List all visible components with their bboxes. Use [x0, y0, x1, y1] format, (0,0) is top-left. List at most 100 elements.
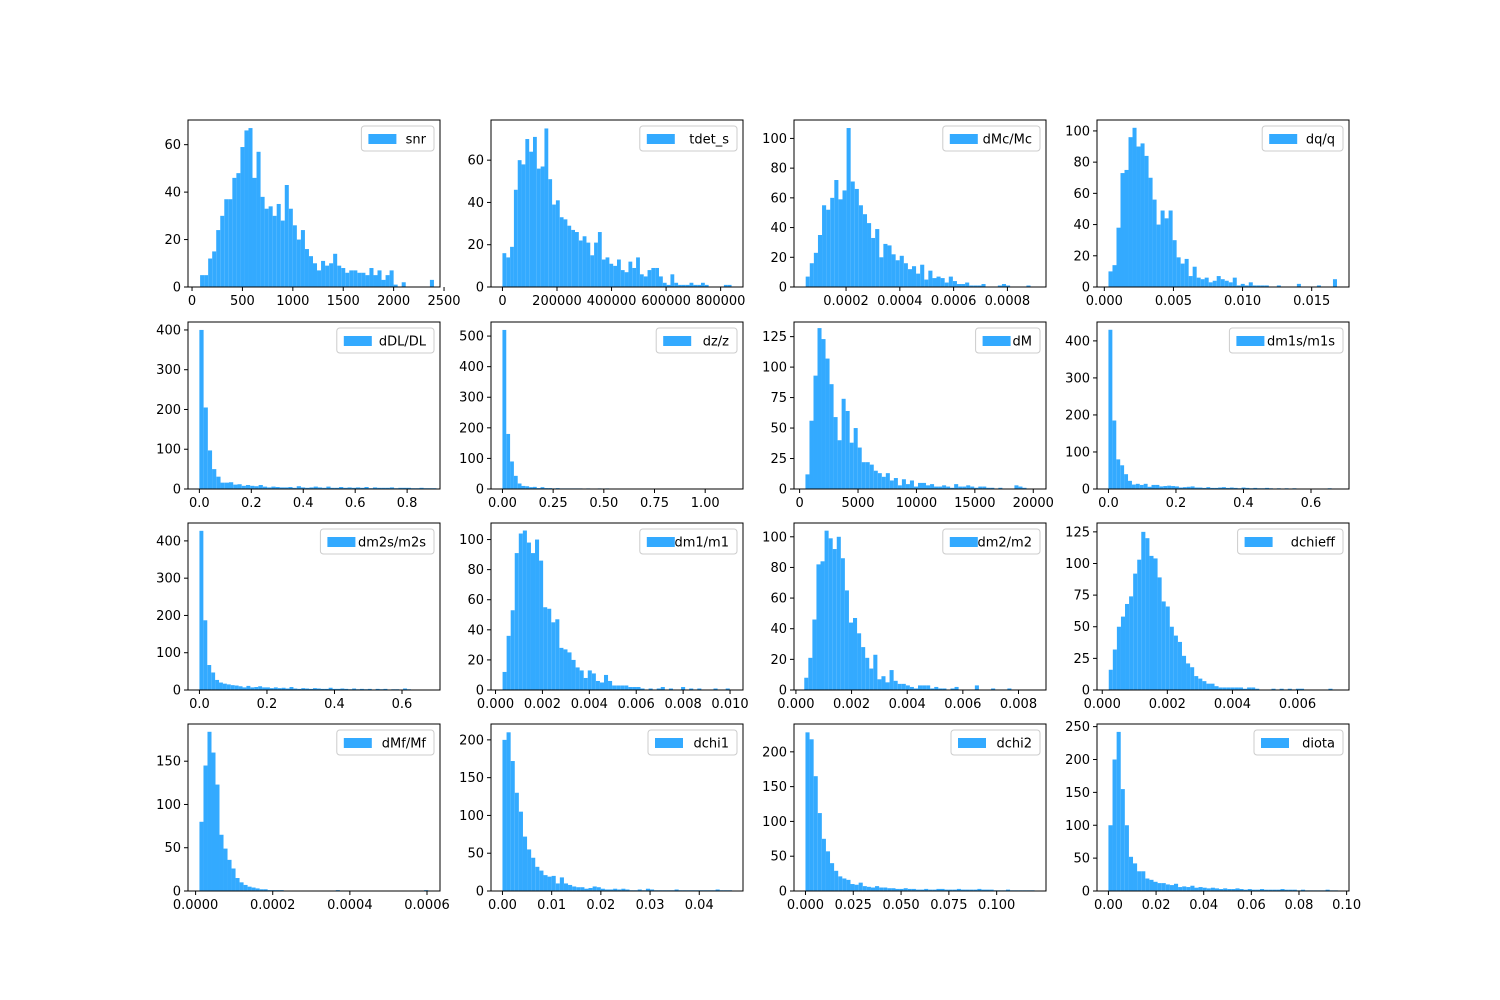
histogram-bar	[571, 229, 575, 287]
y-tick-label: 100	[1065, 445, 1090, 460]
histogram-bar	[915, 889, 921, 891]
legend-swatch	[1261, 738, 1289, 748]
histogram-bar	[808, 657, 813, 690]
subplot-dmc-mc: 0.0002 0.0004 0.0006 0.0008 0 20 40 60 80 100 dMc/…	[762, 119, 1047, 309]
histogram-bar	[651, 267, 656, 287]
histogram-bar	[858, 205, 863, 287]
y-tick-label: 200	[1065, 753, 1090, 768]
histogram-bar	[219, 834, 224, 891]
histogram-bar	[281, 687, 286, 690]
legend-swatch	[982, 336, 1011, 346]
histogram-bar	[842, 190, 847, 287]
histogram-bar	[989, 889, 994, 891]
subplot-snr: 0 500 1000 1500 2000 2500 0 20 40 60 snr	[164, 119, 461, 309]
histogram-bar	[1210, 683, 1215, 690]
legend: snr	[360, 125, 435, 152]
histogram-bar	[885, 473, 890, 489]
histogram-bar	[239, 882, 244, 891]
y-tick-label: 0	[173, 885, 181, 900]
histogram-bars	[502, 732, 732, 891]
histogram-bar	[219, 682, 223, 690]
histogram-bar	[1194, 887, 1199, 891]
histogram-bar	[881, 476, 886, 489]
y-tick-label: 100	[156, 798, 181, 813]
histogram-bar	[525, 139, 530, 287]
histogram-bar	[552, 204, 556, 287]
histogram-bar	[850, 884, 855, 891]
histogram-bar	[316, 688, 321, 690]
histogram-bar	[965, 889, 970, 891]
histogram-bar	[838, 199, 843, 287]
histogram-bar	[1143, 483, 1148, 489]
histogram-bar	[344, 688, 349, 690]
histogram-bar	[985, 889, 990, 891]
histogram-bar	[591, 673, 596, 690]
y-tick-label: 50	[467, 847, 484, 862]
histogram-bar	[905, 685, 910, 690]
legend-box	[319, 528, 435, 555]
x-tick-label: 500	[230, 294, 255, 309]
histogram-bar	[952, 889, 957, 891]
histogram-bar	[901, 683, 906, 690]
histogram-bar	[813, 252, 818, 287]
histogram-bar	[1252, 285, 1257, 287]
x-tick-label: 0.006	[1279, 697, 1316, 712]
histogram-bar	[809, 263, 814, 287]
histogram-bar	[1173, 883, 1179, 891]
histogram-bar	[595, 680, 600, 690]
histogram-bar	[506, 433, 511, 489]
histogram-bar	[899, 255, 904, 287]
histogram-bar	[563, 883, 569, 891]
histogram-bar	[854, 188, 859, 287]
legend-label: dm1/m1	[674, 536, 729, 551]
y-tick-label: 200	[1065, 408, 1090, 423]
histogram-bar	[887, 245, 892, 287]
histogram-bar	[599, 682, 604, 690]
legend-box	[942, 125, 1041, 152]
y-tick-label: 20	[467, 653, 484, 668]
histogram-bar	[960, 889, 966, 891]
histogram-bar	[670, 274, 675, 287]
y-tick-label: 150	[1065, 786, 1090, 801]
histogram-bar	[950, 688, 955, 690]
histogram-bar	[913, 688, 918, 690]
histogram-bar	[355, 487, 361, 489]
histogram-bar	[869, 464, 874, 489]
histogram-bar	[1144, 155, 1149, 287]
histogram-bar	[518, 811, 523, 891]
histogram-bar	[1165, 606, 1170, 690]
histogram-bar	[875, 229, 880, 287]
histogram-bar	[1236, 285, 1241, 287]
histogram-bar	[1129, 596, 1134, 690]
x-tick-label: 0.050	[882, 898, 919, 913]
histogram-bar	[982, 486, 987, 489]
histogram-bar	[308, 256, 313, 287]
legend-box	[336, 327, 435, 354]
histogram-bar	[978, 486, 983, 489]
histogram-bar	[224, 482, 229, 489]
y-tick-label: 250	[1065, 720, 1090, 735]
histogram-bar	[536, 168, 541, 287]
y-tick-label: 500	[459, 330, 484, 345]
legend-label: dz/z	[703, 335, 729, 350]
histogram-bar	[836, 536, 841, 690]
histogram-bar	[934, 486, 939, 489]
histogram-bar	[1256, 285, 1261, 287]
histogram-bar	[834, 870, 839, 891]
histogram-bar	[897, 485, 902, 489]
histogram-bar	[559, 647, 564, 690]
histogram-bar	[1255, 688, 1260, 690]
histogram-bar	[940, 888, 945, 891]
histogram-bar	[383, 688, 388, 690]
y-tick-label: 125	[1065, 525, 1090, 540]
histogram-bar	[1177, 641, 1182, 690]
histogram-bar	[870, 887, 876, 891]
histogram-bar	[632, 267, 637, 287]
histogram-bars	[502, 530, 730, 690]
histogram-bar	[723, 284, 728, 287]
histogram-bar	[969, 285, 974, 287]
legend-label: tdet_s	[689, 133, 729, 148]
histogram-bar	[262, 687, 267, 690]
histogram-bar	[821, 838, 826, 891]
y-tick-label: 400	[459, 360, 484, 375]
